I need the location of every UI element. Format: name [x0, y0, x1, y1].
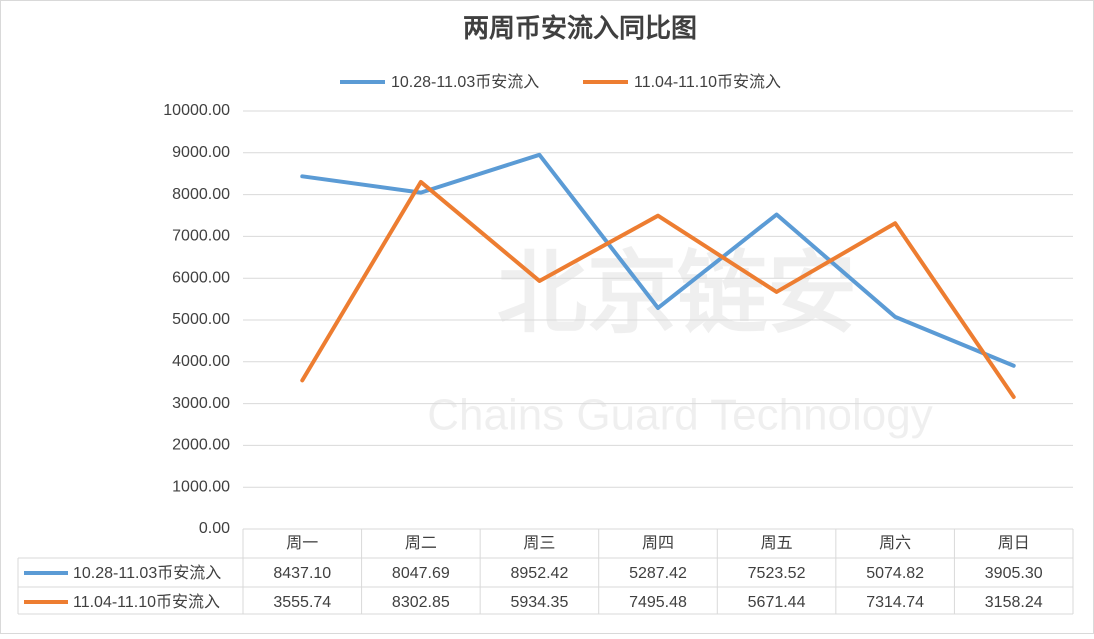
series-line	[300, 152, 1016, 368]
y-tick-label: 6000.00	[172, 269, 230, 286]
y-tick-label: 9000.00	[172, 144, 230, 161]
y-tick-label: 3000.00	[172, 395, 230, 412]
table-cell: 5287.42	[629, 565, 687, 582]
x-tick-label: 周四	[642, 535, 674, 552]
legend-label: 11.04-11.10币安流入	[634, 73, 781, 91]
y-tick-label: 5000.00	[172, 311, 230, 328]
y-tick-label: 10000.00	[163, 102, 230, 119]
x-tick-label: 周五	[761, 535, 793, 552]
table-cell: 3158.24	[985, 594, 1043, 611]
table-cell: 8047.69	[392, 565, 450, 582]
x-tick-label: 周六	[879, 534, 911, 552]
table-cell: 8952.42	[511, 565, 569, 582]
y-tick-label: 7000.00	[172, 228, 230, 245]
x-tick-label: 周日	[998, 535, 1030, 552]
x-tick-label: 周一	[286, 535, 318, 552]
table-cell: 7495.48	[629, 594, 687, 611]
watermark: Chains Guard Technology	[427, 391, 933, 440]
y-tick-label: 0.00	[199, 520, 230, 537]
table-cell: 8302.85	[392, 594, 450, 611]
y-tick-label: 1000.00	[172, 478, 230, 495]
table-cell: 3555.74	[273, 594, 331, 611]
table-cell: 5074.82	[866, 565, 924, 582]
table-series-name: 11.04-11.10币安流入	[73, 593, 220, 611]
x-tick-label: 周二	[405, 535, 437, 552]
table-cell: 5934.35	[511, 594, 569, 611]
table-cell: 8437.10	[273, 565, 331, 582]
table-series-name: 10.28-11.03币安流入	[73, 564, 221, 582]
x-tick-label: 周三	[523, 535, 555, 552]
table-cell: 7314.74	[866, 594, 924, 611]
legend-label: 10.28-11.03币安流入	[391, 73, 539, 91]
y-tick-label: 2000.00	[172, 437, 230, 454]
chart-title: 两周币安流入同比图	[463, 13, 697, 43]
y-tick-label: 8000.00	[172, 186, 230, 203]
table-cell: 3905.30	[985, 565, 1043, 582]
y-tick-label: 4000.00	[172, 353, 230, 370]
table-cell: 7523.52	[748, 565, 806, 582]
series-line	[300, 179, 1016, 399]
table-cell: 5671.44	[748, 594, 806, 611]
